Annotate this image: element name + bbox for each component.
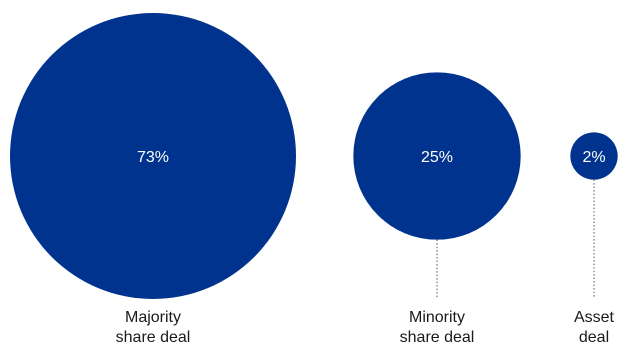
majority-share-deal-bubble <box>10 13 296 299</box>
minority-share-deal-bubble <box>353 72 521 240</box>
asset-deal-category-label-line: Asset <box>574 309 615 326</box>
minority-share-deal-category-label-line: Minority <box>409 309 465 326</box>
majority-share-deal-category-label: Majority share deal <box>116 309 191 346</box>
minority-share-deal-value-label: 25% <box>421 149 453 166</box>
majority-share-deal-category-label-line: Majority <box>125 309 181 326</box>
minority-share-deal-category-label-line: share deal <box>400 329 475 346</box>
asset-deal-bubble <box>570 132 618 180</box>
asset-deal-category-label-line: deal <box>579 329 609 346</box>
minority-share-deal-category-label: Minority share deal <box>400 309 475 346</box>
asset-deal-value-label: 2% <box>582 149 605 166</box>
majority-share-deal-value-label: 73% <box>137 149 169 166</box>
asset-deal-category-label: Asset deal <box>574 309 615 346</box>
majority-share-deal-category-label-line: share deal <box>116 329 191 346</box>
